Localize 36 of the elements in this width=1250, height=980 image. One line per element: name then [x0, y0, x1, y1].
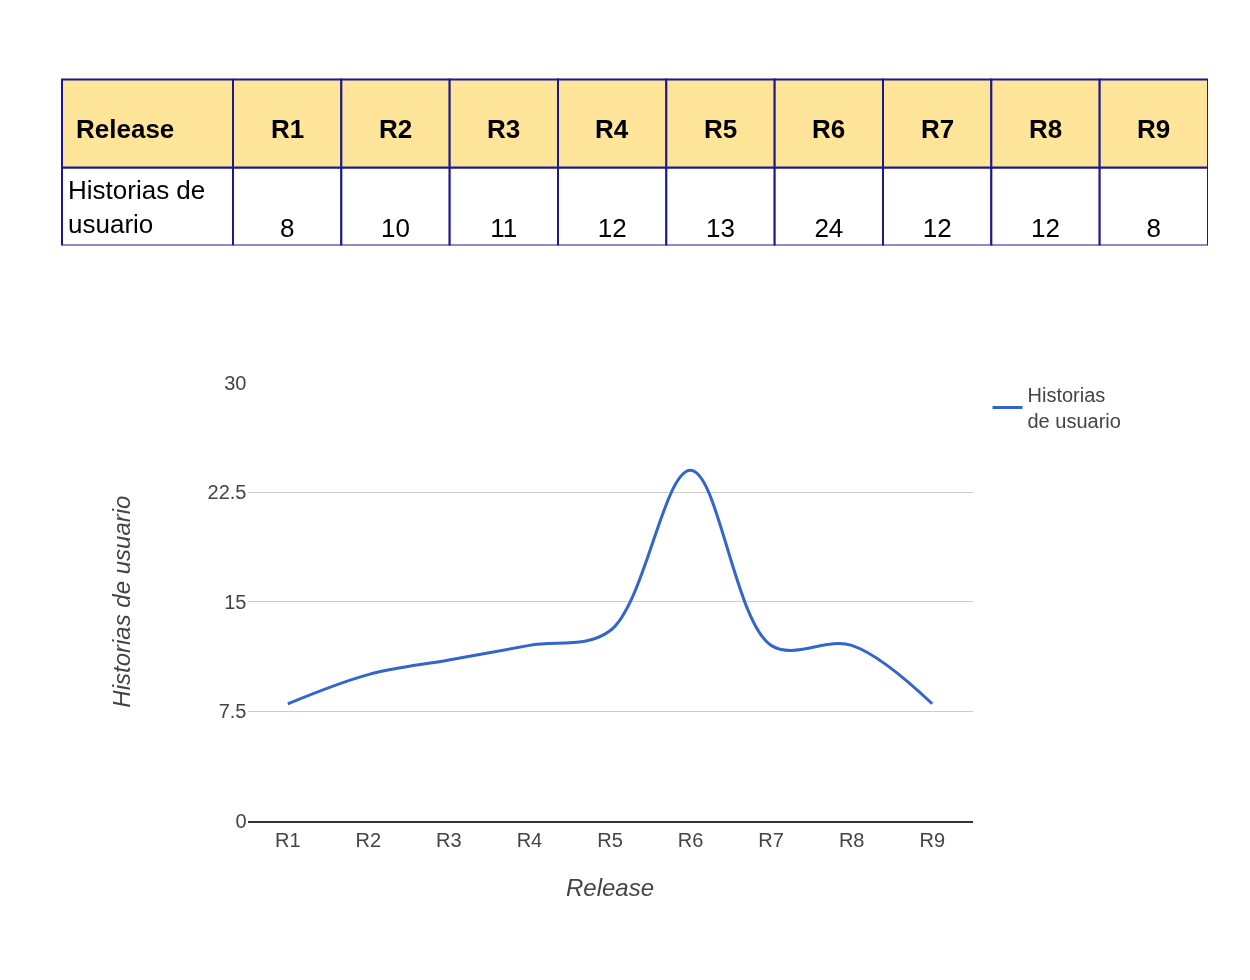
y-tick-label: 22.5	[207, 481, 247, 504]
y-tick-label: 30	[224, 371, 247, 394]
x-tick-label: R6	[677, 828, 704, 851]
x-tick-label: R3	[487, 114, 521, 144]
x-tick-label: R2	[355, 828, 382, 851]
data-label: 12	[922, 212, 952, 243]
x-tick-label: R5	[704, 114, 738, 144]
x-tick-label: R1	[274, 828, 301, 851]
data-label: 12	[597, 212, 627, 243]
x-tick-label: R6	[812, 114, 846, 144]
x-tick-label: R9	[919, 828, 946, 851]
x-tick-label: R3	[436, 828, 462, 851]
y-tick-label: 15	[224, 590, 247, 613]
data-label: 12	[1031, 212, 1060, 243]
x-tick-label: R2	[379, 114, 413, 144]
x-axis-title: Release	[565, 874, 655, 902]
x-tick-label: R7	[921, 114, 955, 144]
data-label: 13	[706, 212, 735, 243]
x-tick-label: R8	[1029, 114, 1063, 144]
x-axis-title: Release	[76, 114, 175, 144]
y-tick-label: 7.5	[218, 700, 247, 723]
x-tick-label: R4	[516, 828, 543, 851]
x-tick-label: R7	[758, 828, 784, 851]
y-tick-label: 0	[235, 809, 247, 832]
x-tick-label: R8	[838, 828, 865, 851]
data-label: 8	[279, 212, 295, 243]
data-label: 11	[490, 212, 518, 243]
legend-label: Historias de usuario	[1027, 384, 1121, 433]
data-label: 10	[381, 212, 410, 243]
x-tick-label: R1	[271, 114, 305, 144]
data-label: 8	[1146, 212, 1162, 243]
x-tick-label: R4	[595, 114, 629, 144]
data-label: 24	[814, 212, 844, 243]
x-tick-label: R9	[1137, 114, 1171, 144]
x-tick-label: R5	[597, 828, 623, 851]
line-series	[286, 468, 934, 706]
